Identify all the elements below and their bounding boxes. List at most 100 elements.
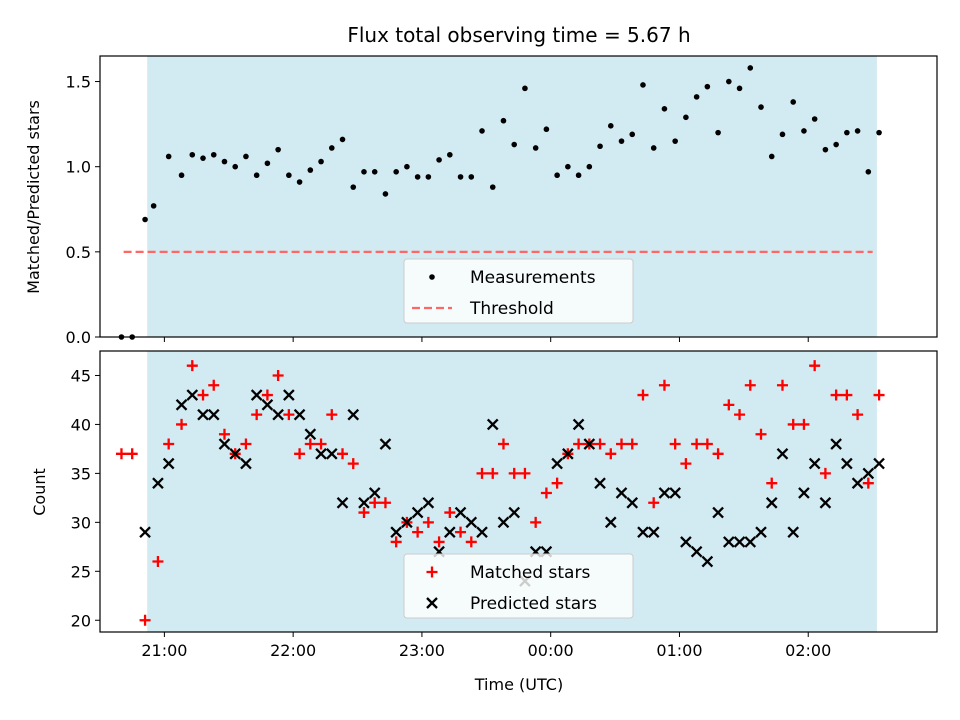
legend-label: Matched stars [470,563,590,583]
measurement-point [876,129,882,136]
measurement-point [811,116,818,122]
measurement-point [597,143,603,150]
matched-star-point [126,448,138,460]
predicted-star-point [712,506,724,519]
matched-star-point [873,389,885,401]
predicted-star-point [390,526,402,538]
predicted-star-point [851,477,864,489]
top-panel: 0.0 0.5 1.0 1.5 Measurements Threshold [66,55,938,347]
matched-star-point [455,526,467,538]
predicted-star-point [637,526,649,538]
measurement-point [307,167,314,173]
y-tick-label: 25 [71,562,91,581]
predicted-star-point [315,447,327,460]
measurement-point [532,145,539,151]
y-tick-label: 35 [71,464,91,483]
matched-star-point [326,409,338,421]
predicted-star-point [240,457,252,470]
measurement-point [489,184,496,190]
measurement-point [575,172,582,179]
matched-star-point [658,379,670,391]
measurement-point [286,172,292,179]
predicted-star-point [690,545,703,558]
measurement-point [715,129,721,136]
measurement-point [618,138,625,144]
predicted-star-point [197,408,209,421]
matched-star-point [787,418,799,430]
measurement-point [511,141,518,148]
predicted-star-point [347,408,360,421]
measurement-point [165,153,172,160]
predicted-star-point [162,457,175,470]
predicted-star-point [798,487,810,499]
measurement-point [844,129,850,136]
matched-star-point [358,507,370,519]
measurement-point [865,169,872,175]
matched-star-point [626,438,638,450]
predicted-star-point [658,487,671,499]
measurement-point [768,153,775,160]
measurement-point [522,85,528,92]
measurement-point [425,174,432,180]
plot-frame [99,350,938,633]
matched-star-point [519,467,531,479]
predicted-star-point [583,438,596,450]
matched-star-point [573,438,585,450]
bottom-y-axis-label: Count [30,468,49,516]
matched-star-point [412,526,424,538]
matched-star-point [208,379,220,391]
x-tick-label: 01:00 [656,641,702,660]
top-y-axis-label: Matched/Predicted stars [24,100,43,294]
y-tick-label: 0.0 [66,328,91,347]
measurement-point [210,151,217,158]
matched-star-point [163,438,175,450]
y-tick-label: 1.0 [66,158,91,177]
measurement-point [382,191,389,197]
matched-star-point [304,438,316,450]
matched-star-point [616,438,628,450]
predicted-star-point [186,389,199,401]
measurement-point [661,105,668,112]
measurement-point [833,141,839,148]
measurement-point [607,123,614,129]
matched-star-point [648,497,660,509]
matched-star-point [691,438,703,450]
measurement-point [436,157,442,163]
predicted-star-point [615,487,628,499]
predicted-star-point [379,438,392,450]
measurement-point [150,203,157,209]
measurement-point [565,163,571,170]
predicted-star-point [701,555,714,568]
matched-star-point [261,389,273,401]
legend-label: Threshold [469,299,554,319]
predicted-star-point [358,496,370,509]
matched-star-point [594,438,606,450]
matched-star-point [272,369,284,381]
matched-star-point [487,467,499,479]
predicted-star-point [562,447,574,460]
matched-star-point [669,438,681,450]
matched-star-point [701,438,713,450]
legend-box [403,258,634,324]
matched-star-point [830,389,842,401]
predicted-star-point [723,536,735,548]
matched-star-point [766,477,778,489]
measurement-point [200,155,206,161]
measurement-point [350,184,357,190]
predicted-star-point [819,496,832,509]
measurement-point [758,104,764,110]
matched-star-point [508,467,520,479]
measurement-point [554,172,560,179]
matched-star-point [712,448,724,460]
matched-star-point [798,418,810,430]
predicted-star-point [229,447,242,460]
measurement-point [264,160,271,167]
predicted-star-point [626,496,639,509]
measurement-point [801,128,807,134]
y-tick-label: 0.5 [66,243,91,262]
predicted-star-point [261,399,274,411]
predicted-star-point [776,447,789,460]
predicted-star-point [647,526,660,538]
matched-star-point [422,516,434,528]
plot-frame [99,55,938,338]
